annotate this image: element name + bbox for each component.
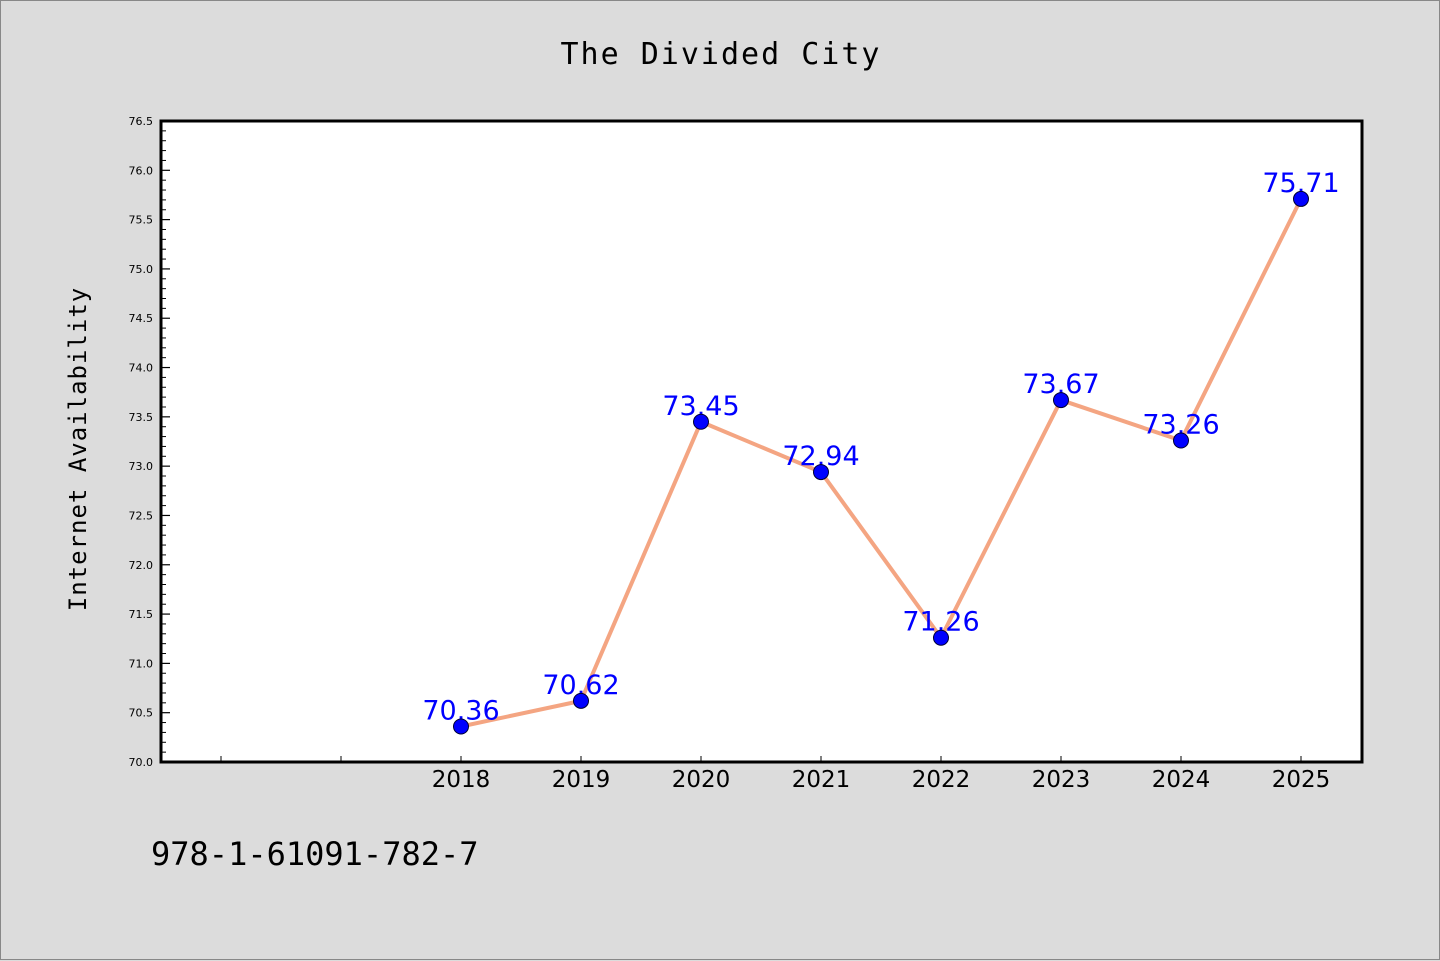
data-point bbox=[1293, 190, 1309, 207]
x-tick-label: 2021 bbox=[792, 767, 851, 793]
series-path bbox=[459, 196, 1303, 729]
y-tick-label: 74.5 bbox=[129, 312, 154, 325]
data-point bbox=[1053, 392, 1069, 409]
x-tick-label: 2023 bbox=[1032, 767, 1091, 793]
data-point bbox=[453, 718, 469, 735]
x-tick-label: 2025 bbox=[1272, 767, 1331, 793]
y-tick-label: 72.0 bbox=[129, 559, 154, 572]
data-point bbox=[693, 413, 709, 430]
y-tick-label: 73.0 bbox=[129, 460, 154, 473]
x-tick-label: 2018 bbox=[432, 767, 491, 793]
y-tick-label: 73.5 bbox=[129, 411, 154, 424]
data-point bbox=[933, 629, 949, 646]
x-tick-label: 2020 bbox=[672, 767, 731, 793]
data-point bbox=[1173, 432, 1189, 449]
y-axis: 70.0 70.5 71.0 71.5 72.0 72.5 73.0 73.5 74.0 74.5… bbox=[129, 115, 170, 769]
y-tick-label: 76.5 bbox=[129, 115, 154, 128]
y-tick-label: 76.0 bbox=[129, 164, 154, 177]
data-point bbox=[573, 692, 589, 709]
y-tick-label: 70.0 bbox=[129, 756, 154, 769]
x-tick-label: 2022 bbox=[912, 767, 971, 793]
x-tick-label: 2024 bbox=[1152, 767, 1211, 793]
y-tick-label: 74.0 bbox=[129, 362, 154, 375]
y-tick-label: 75.5 bbox=[129, 214, 154, 227]
y-tick-label: 72.5 bbox=[129, 509, 154, 522]
y-tick-label: 75.0 bbox=[129, 263, 154, 276]
data-point bbox=[813, 464, 829, 481]
x-axis: 2018 2019 2020 2021 2022 2023 2024 2025 bbox=[220, 756, 1331, 793]
y-axis-label: Internet Availability bbox=[64, 287, 92, 611]
plot-area bbox=[161, 121, 1362, 762]
y-tick-label: 70.5 bbox=[129, 707, 154, 720]
y-tick-label: 71.0 bbox=[129, 657, 154, 670]
y-tick-label: 71.5 bbox=[129, 608, 154, 621]
footer-note: 978-1-61091-782-7 bbox=[151, 835, 479, 873]
x-tick-label: 2019 bbox=[552, 767, 611, 793]
chart-title: The Divided City bbox=[561, 37, 882, 72]
plot-border bbox=[159, 119, 1364, 764]
